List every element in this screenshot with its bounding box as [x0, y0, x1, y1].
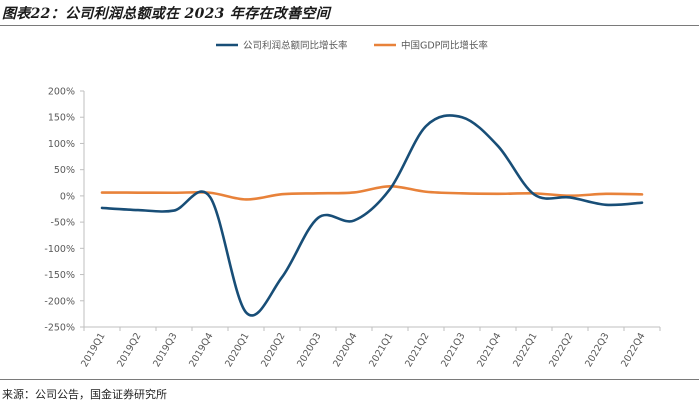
y-tick-label: -150%: [44, 270, 75, 281]
x-tick-label: 2020Q1: [223, 331, 251, 369]
y-tick-label: -250%: [44, 323, 75, 334]
x-tick-label: 2019Q4: [187, 331, 215, 369]
y-tick-label: 200%: [48, 87, 75, 98]
y-tick-label: 0%: [60, 191, 75, 202]
figure-title: 图表22：公司利润总额或在 2023 年存在改善空间: [2, 6, 330, 22]
x-tick-label: 2021Q1: [367, 331, 395, 369]
y-tick-label: -200%: [44, 296, 75, 307]
x-tick-label: 2021Q2: [403, 331, 431, 369]
source-divider: [0, 379, 699, 380]
x-tick-label: 2019Q2: [115, 331, 143, 369]
x-tick-label: 2019Q3: [151, 331, 179, 369]
x-tick-label: 2020Q2: [259, 331, 287, 369]
x-tick-label: 2021Q4: [475, 331, 503, 369]
series-line-gdp: [100, 184, 644, 201]
title-divider: [0, 25, 699, 26]
y-tick-label: -50%: [50, 218, 75, 229]
figure-source: 来源：公司公告，国金证券研究所: [2, 388, 167, 401]
series-line-profit: [100, 114, 644, 317]
x-tick-label: 2021Q3: [439, 331, 467, 369]
x-tick-label: 2019Q1: [79, 331, 107, 369]
x-tick-label: 2020Q4: [331, 331, 359, 369]
x-tick-label: 2022Q1: [511, 331, 539, 369]
line-chart: -250% -200% -150% -100% -50% 0% 50% 100% 150% 200…: [44, 40, 661, 369]
y-tick-label: 100%: [48, 139, 75, 150]
x-tick-label: 2022Q3: [583, 331, 611, 369]
legend-item-gdp-label: 中国GDP同比增长率: [401, 40, 488, 52]
x-tick-label: 2022Q2: [547, 331, 575, 369]
x-tick-label: 2020Q3: [295, 331, 323, 369]
legend-item-profit-label: 公司利润总额同比增长率: [243, 40, 348, 52]
y-tick-label: 150%: [48, 113, 75, 124]
x-tick-label: 2022Q4: [619, 331, 647, 369]
y-tick-label: 50%: [54, 165, 75, 176]
y-tick-label: -100%: [44, 244, 75, 255]
